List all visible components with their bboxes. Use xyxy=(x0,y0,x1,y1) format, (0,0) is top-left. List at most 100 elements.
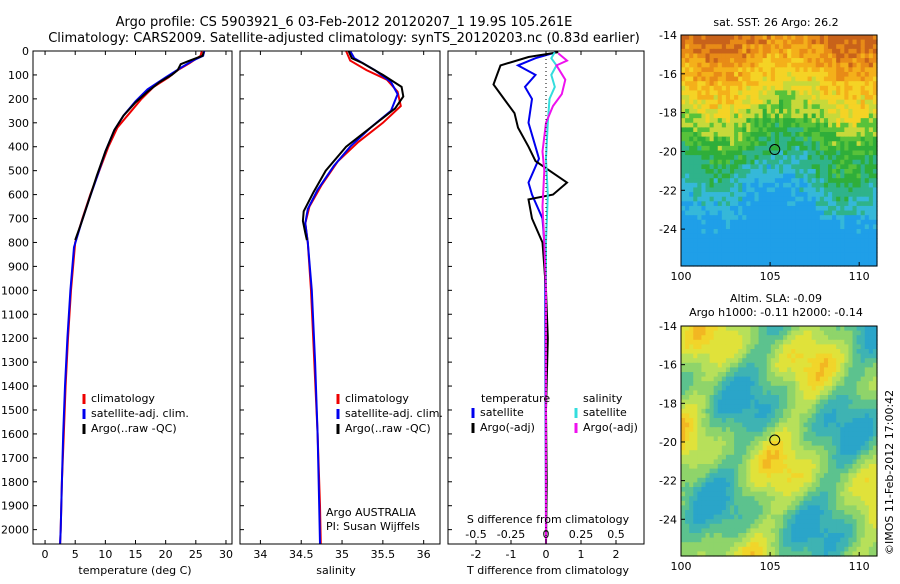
map-cell xyxy=(787,81,792,86)
map-cell xyxy=(840,95,845,100)
map-cell xyxy=(750,478,755,483)
map-cell xyxy=(820,151,825,156)
map-cell xyxy=(771,178,776,183)
map-cell xyxy=(804,510,809,515)
map-cell xyxy=(750,187,755,192)
map-cell xyxy=(746,542,751,547)
map-cell xyxy=(804,100,809,105)
map-cell xyxy=(722,67,727,72)
map-cell xyxy=(840,423,845,428)
map-cell xyxy=(730,418,735,423)
map-cell xyxy=(865,72,870,77)
map-cell xyxy=(791,77,796,82)
map-cell xyxy=(840,427,845,432)
map-cell xyxy=(693,538,698,543)
map-cell xyxy=(771,390,776,395)
map-cell xyxy=(763,53,768,58)
map-cell xyxy=(779,331,784,336)
map-cell xyxy=(750,331,755,336)
map-cell xyxy=(828,164,833,169)
map-cell xyxy=(791,478,796,483)
map-cell xyxy=(820,367,825,372)
map-cell xyxy=(718,464,723,469)
map-cell xyxy=(718,229,723,234)
map-cell xyxy=(840,67,845,72)
map-cell xyxy=(730,224,735,229)
map-cell xyxy=(693,496,698,501)
map-cell xyxy=(853,44,858,49)
map-cell xyxy=(840,413,845,418)
map-cell xyxy=(746,492,751,497)
map-cell xyxy=(787,436,792,441)
map-cell xyxy=(848,354,853,359)
map-cell xyxy=(783,215,788,220)
map-cell xyxy=(755,146,760,151)
map-cell xyxy=(812,95,817,100)
map-cell xyxy=(693,151,698,156)
map-cell xyxy=(750,432,755,437)
map-cell xyxy=(824,400,829,405)
map-cell xyxy=(869,197,874,202)
map-cell xyxy=(755,377,760,382)
y-tick-label: 1200 xyxy=(1,332,29,345)
map-cell xyxy=(701,358,706,363)
map-cell xyxy=(853,473,858,478)
map-cell xyxy=(848,206,853,211)
map-cell xyxy=(869,501,874,506)
map-cell xyxy=(844,174,849,179)
map-cell xyxy=(853,114,858,119)
map-cell xyxy=(755,104,760,109)
map-cell xyxy=(726,528,731,533)
map-cell xyxy=(767,114,772,119)
map-cell xyxy=(861,496,866,501)
map-cell xyxy=(804,95,809,100)
y-tick-label: 400 xyxy=(8,141,29,154)
map-cell xyxy=(771,243,776,248)
map-cell xyxy=(734,400,739,405)
map-cell xyxy=(750,109,755,114)
map-cell xyxy=(808,469,813,474)
map-cell xyxy=(722,344,727,349)
map-cell xyxy=(685,478,690,483)
map-cell xyxy=(734,538,739,543)
map-cell xyxy=(783,413,788,418)
map-cell xyxy=(750,35,755,40)
map-cell xyxy=(804,515,809,520)
map-cell xyxy=(726,192,731,197)
map-cell xyxy=(697,243,702,248)
map-cell xyxy=(779,63,784,68)
map-cell xyxy=(701,446,706,451)
map-cell xyxy=(861,487,866,492)
map-cell xyxy=(848,215,853,220)
map-cell xyxy=(710,528,715,533)
map-cell xyxy=(693,248,698,253)
map-cell xyxy=(750,141,755,146)
map-cell xyxy=(775,234,780,239)
map-cell xyxy=(693,469,698,474)
map-cell xyxy=(840,146,845,151)
map-cell xyxy=(779,229,784,234)
map-cell xyxy=(812,464,817,469)
map-cell xyxy=(689,340,694,345)
map-cell xyxy=(738,413,743,418)
map-cell xyxy=(840,455,845,460)
map-cell xyxy=(848,137,853,142)
map-cell xyxy=(869,510,874,515)
map-cell xyxy=(722,206,727,211)
map-cell xyxy=(685,40,690,45)
map-cell xyxy=(799,137,804,142)
map-cell xyxy=(853,178,858,183)
map-cell xyxy=(734,404,739,409)
map-cell xyxy=(844,123,849,128)
map-cell xyxy=(775,501,780,506)
map-cell xyxy=(787,423,792,428)
map-cell xyxy=(799,238,804,243)
map-cell xyxy=(697,331,702,336)
map-cell xyxy=(865,436,870,441)
map-cell xyxy=(742,183,747,188)
map-cell xyxy=(759,234,764,239)
map-cell xyxy=(844,492,849,497)
map-cell xyxy=(738,505,743,510)
